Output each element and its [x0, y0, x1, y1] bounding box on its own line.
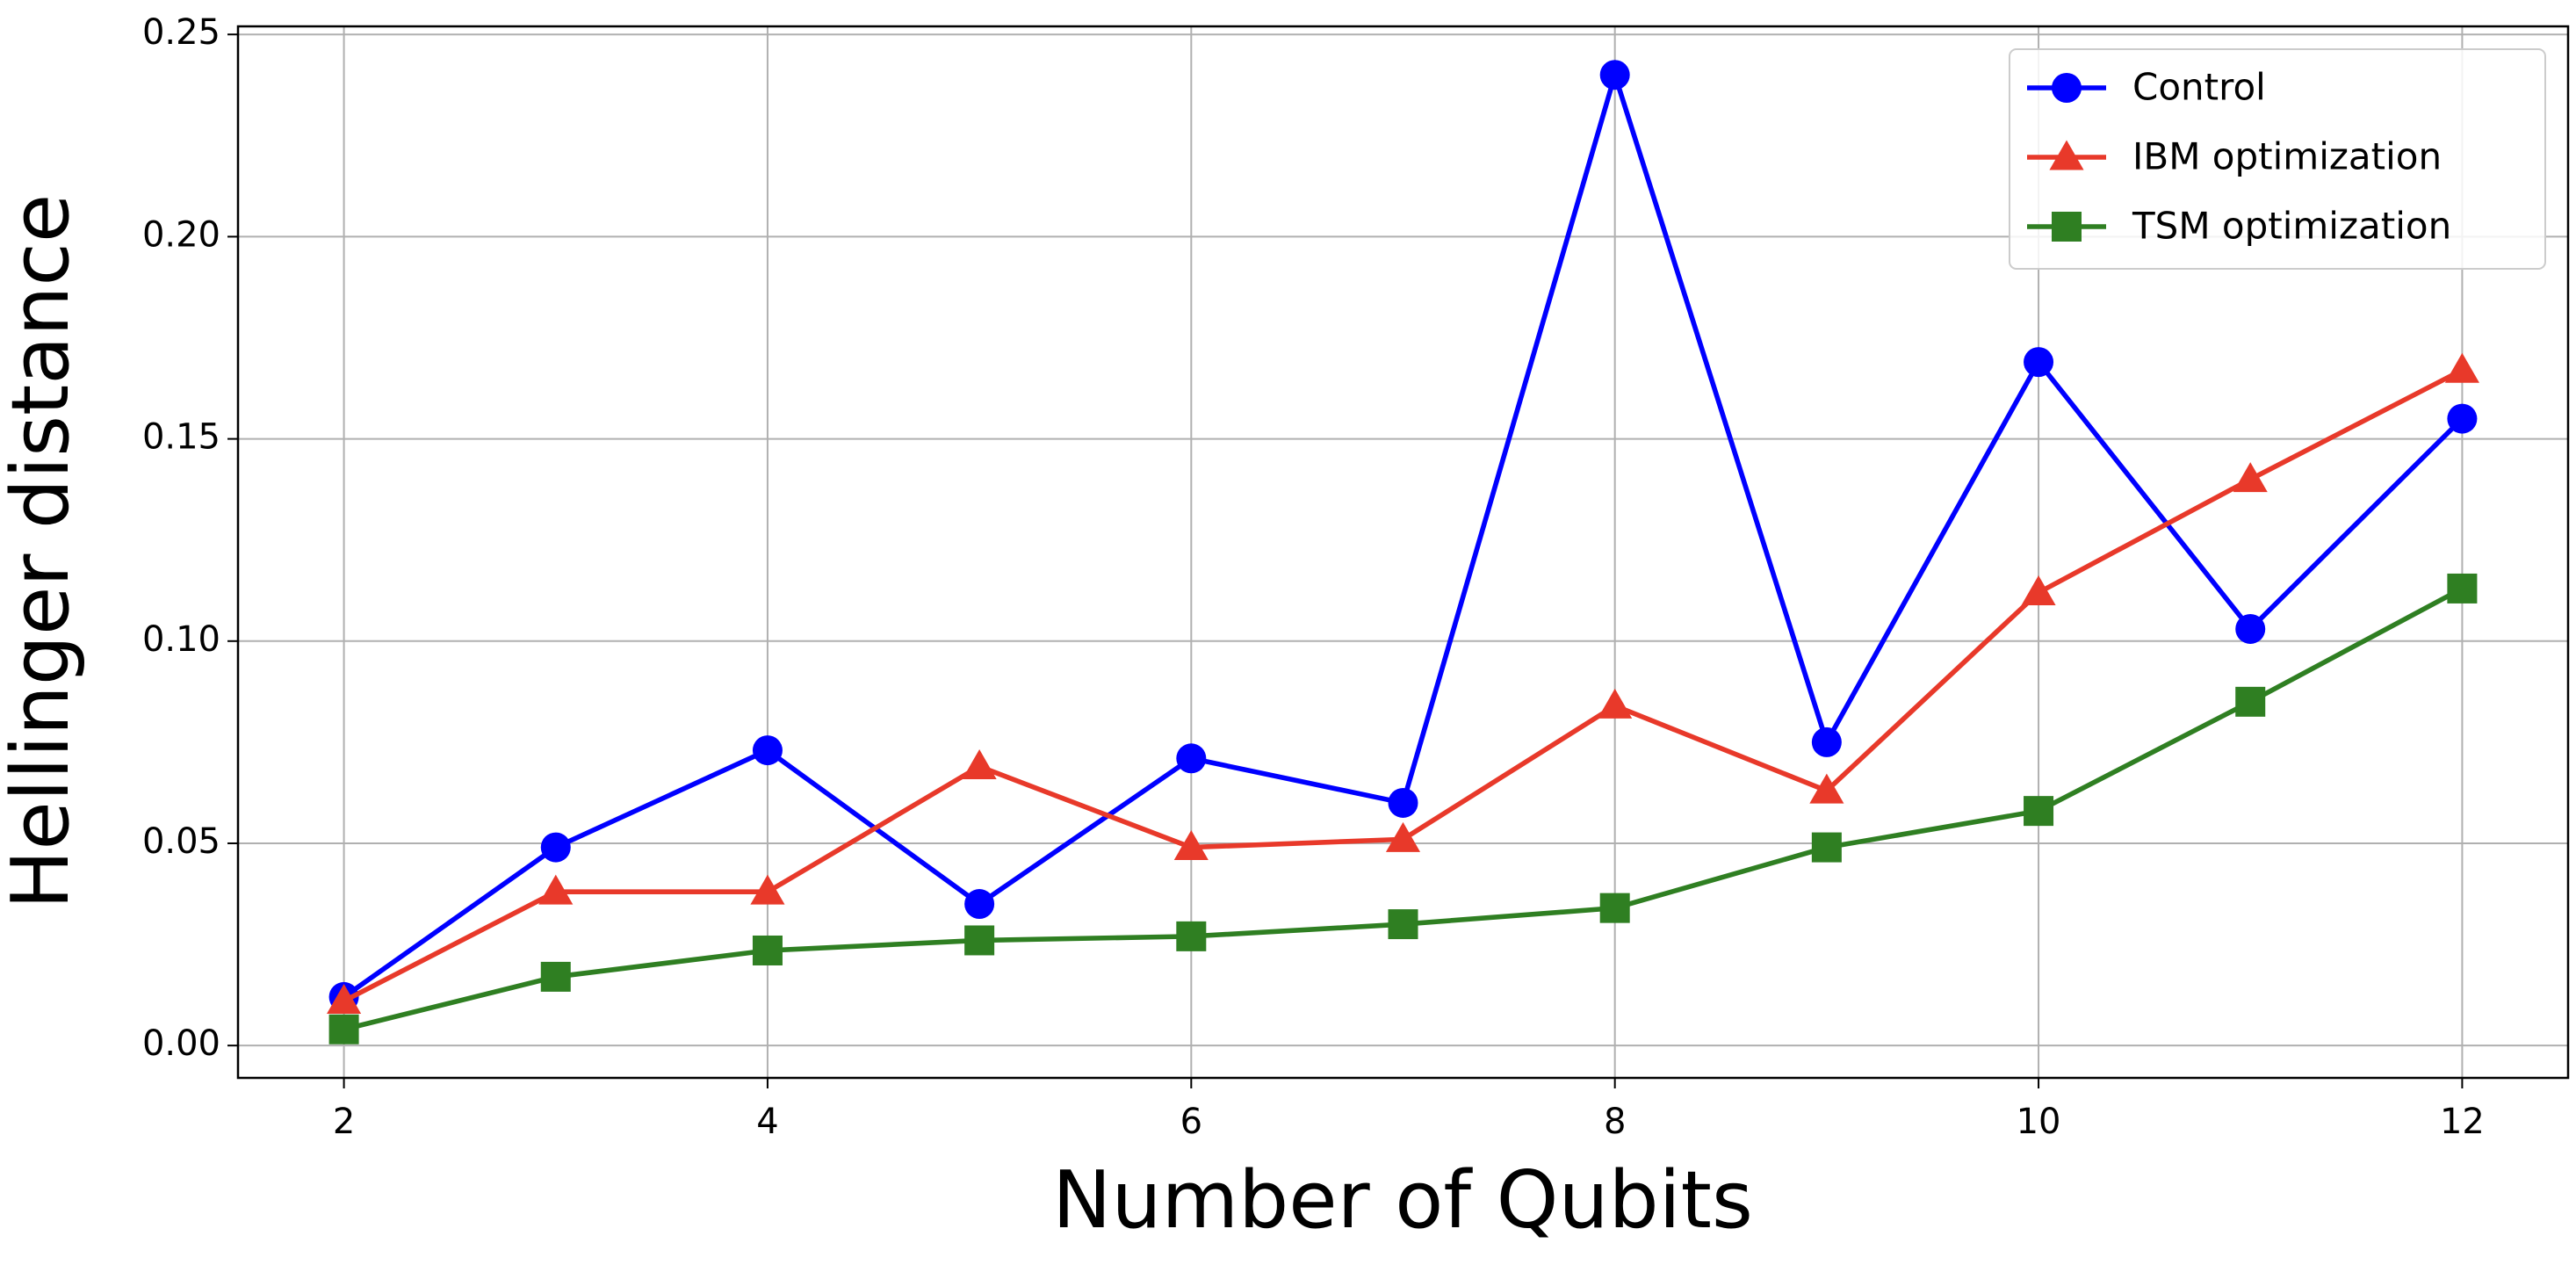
x-axis-label: Number of Qubits: [1052, 1154, 1753, 1247]
marker: [2049, 140, 2084, 170]
legend-label: TSM optimization: [2132, 205, 2451, 248]
marker: [1811, 726, 1842, 757]
legend-label: Control: [2132, 66, 2266, 109]
marker: [1809, 773, 1844, 804]
marker: [752, 935, 783, 965]
x-tick-label: 8: [1604, 1102, 1626, 1142]
marker: [964, 889, 995, 920]
marker: [2235, 686, 2266, 717]
y-tick-label: 0.25: [142, 12, 220, 53]
series-line: [343, 367, 2464, 1004]
marker: [328, 1014, 359, 1045]
y-tick-label: 0.20: [142, 214, 220, 255]
marker: [540, 961, 571, 992]
y-tick-label: 0.00: [142, 1023, 220, 1064]
marker: [1388, 787, 1418, 818]
marker: [2444, 352, 2479, 383]
marker: [2024, 347, 2054, 378]
marker: [1599, 893, 1630, 923]
x-tick-label: 12: [2440, 1102, 2485, 1142]
y-tick-label: 0.10: [142, 619, 220, 660]
x-tick-label: 2: [333, 1102, 355, 1142]
marker: [538, 874, 574, 905]
marker: [962, 748, 997, 779]
legend-box: [2009, 48, 2546, 270]
marker: [2024, 796, 2054, 827]
marker: [2233, 462, 2268, 493]
marker: [750, 874, 785, 905]
marker: [540, 832, 571, 863]
y-tick-label: 0.05: [142, 821, 220, 862]
y-axis-label: Hellinger distance: [0, 194, 87, 910]
x-tick-label: 10: [2017, 1102, 2061, 1142]
marker: [2235, 613, 2266, 644]
marker: [1599, 60, 1630, 90]
marker: [2052, 73, 2082, 103]
marker: [327, 983, 362, 1014]
marker: [1598, 688, 1633, 719]
marker: [1385, 821, 1421, 852]
x-tick-label: 6: [1180, 1102, 1202, 1142]
marker: [2052, 212, 2082, 242]
marker: [2447, 403, 2478, 434]
marker: [1176, 921, 1207, 951]
marker: [1388, 909, 1418, 940]
marker: [1811, 832, 1842, 863]
marker: [1173, 830, 1209, 861]
marker: [2021, 575, 2056, 605]
y-tick-label: 0.15: [142, 417, 220, 458]
legend-label: IBM optimization: [2132, 135, 2442, 178]
marker: [2447, 573, 2478, 604]
marker: [964, 925, 995, 956]
x-tick-label: 4: [756, 1102, 778, 1142]
marker: [1176, 743, 1207, 774]
marker: [752, 735, 783, 766]
plot-frame: [236, 25, 2570, 1080]
